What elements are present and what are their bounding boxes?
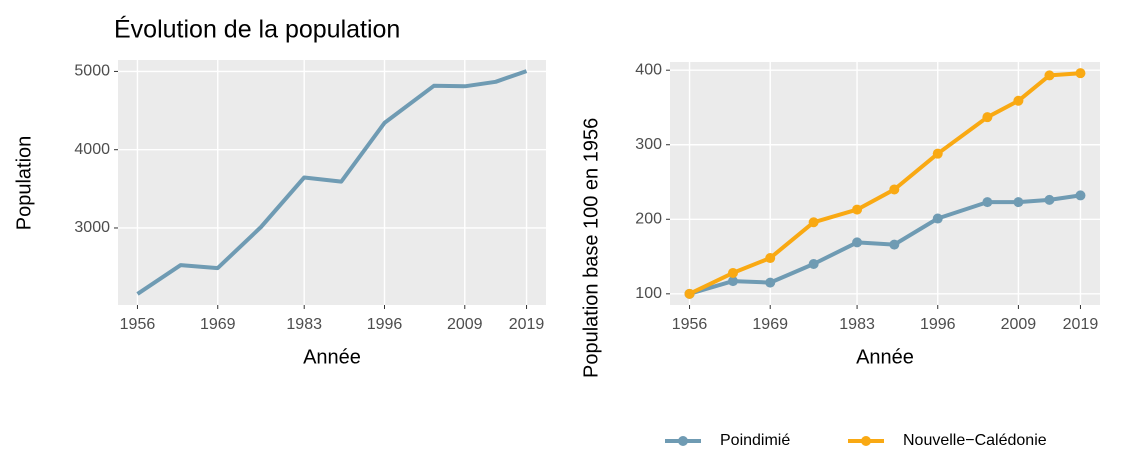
legend-key bbox=[861, 436, 871, 446]
y-axis-title: Population bbox=[13, 136, 35, 231]
point bbox=[1044, 194, 1055, 205]
point bbox=[727, 276, 738, 287]
x-tick-label: 1969 bbox=[752, 316, 788, 333]
y-axis-title: Population base 100 en 1956 bbox=[580, 118, 602, 378]
point bbox=[684, 288, 695, 299]
x-tick-label: 1983 bbox=[839, 316, 875, 333]
point bbox=[932, 148, 943, 159]
point bbox=[808, 217, 819, 228]
y-tick-label: 4000 bbox=[74, 141, 110, 158]
y-tick-label: 5000 bbox=[74, 63, 110, 80]
point bbox=[765, 253, 776, 264]
x-axis-title: Année bbox=[303, 346, 361, 368]
x-tick-label: 1956 bbox=[120, 316, 156, 333]
x-tick-label: 1983 bbox=[286, 316, 322, 333]
x-tick-label: 1969 bbox=[200, 316, 236, 333]
point bbox=[1013, 95, 1024, 106]
y-tick-label: 300 bbox=[635, 136, 662, 153]
y-tick-label: 100 bbox=[635, 285, 662, 302]
line bbox=[136, 69, 528, 296]
point bbox=[852, 237, 863, 248]
point bbox=[727, 267, 738, 278]
y-tick-label: 400 bbox=[635, 61, 662, 78]
point bbox=[1013, 197, 1024, 208]
point bbox=[1075, 190, 1086, 201]
legend-key bbox=[678, 436, 688, 446]
panel bbox=[670, 62, 1100, 305]
point bbox=[982, 112, 993, 123]
x-tick-label: 1996 bbox=[920, 316, 956, 333]
point bbox=[852, 204, 863, 215]
legend-label: Nouvelle−Calédonie bbox=[903, 432, 1047, 449]
point bbox=[1075, 68, 1086, 79]
x-tick-label: 2019 bbox=[509, 316, 545, 333]
y-tick-label: 3000 bbox=[74, 219, 110, 236]
x-tick-label: 2009 bbox=[1001, 316, 1037, 333]
point bbox=[808, 259, 819, 270]
point bbox=[1044, 70, 1055, 81]
x-tick-label: 2009 bbox=[447, 316, 483, 333]
point bbox=[982, 197, 993, 208]
point bbox=[889, 184, 900, 195]
point bbox=[765, 277, 776, 288]
point bbox=[932, 213, 943, 224]
x-tick-label: 1956 bbox=[672, 316, 708, 333]
legend-label: Poindimié bbox=[720, 432, 790, 449]
x-tick-label: 1996 bbox=[367, 316, 403, 333]
chart-title: Évolution de la population bbox=[114, 15, 400, 44]
y-tick-label: 200 bbox=[635, 210, 662, 227]
point bbox=[889, 239, 900, 250]
x-tick-label: 2019 bbox=[1063, 316, 1099, 333]
x-axis-title: Année bbox=[856, 346, 914, 368]
